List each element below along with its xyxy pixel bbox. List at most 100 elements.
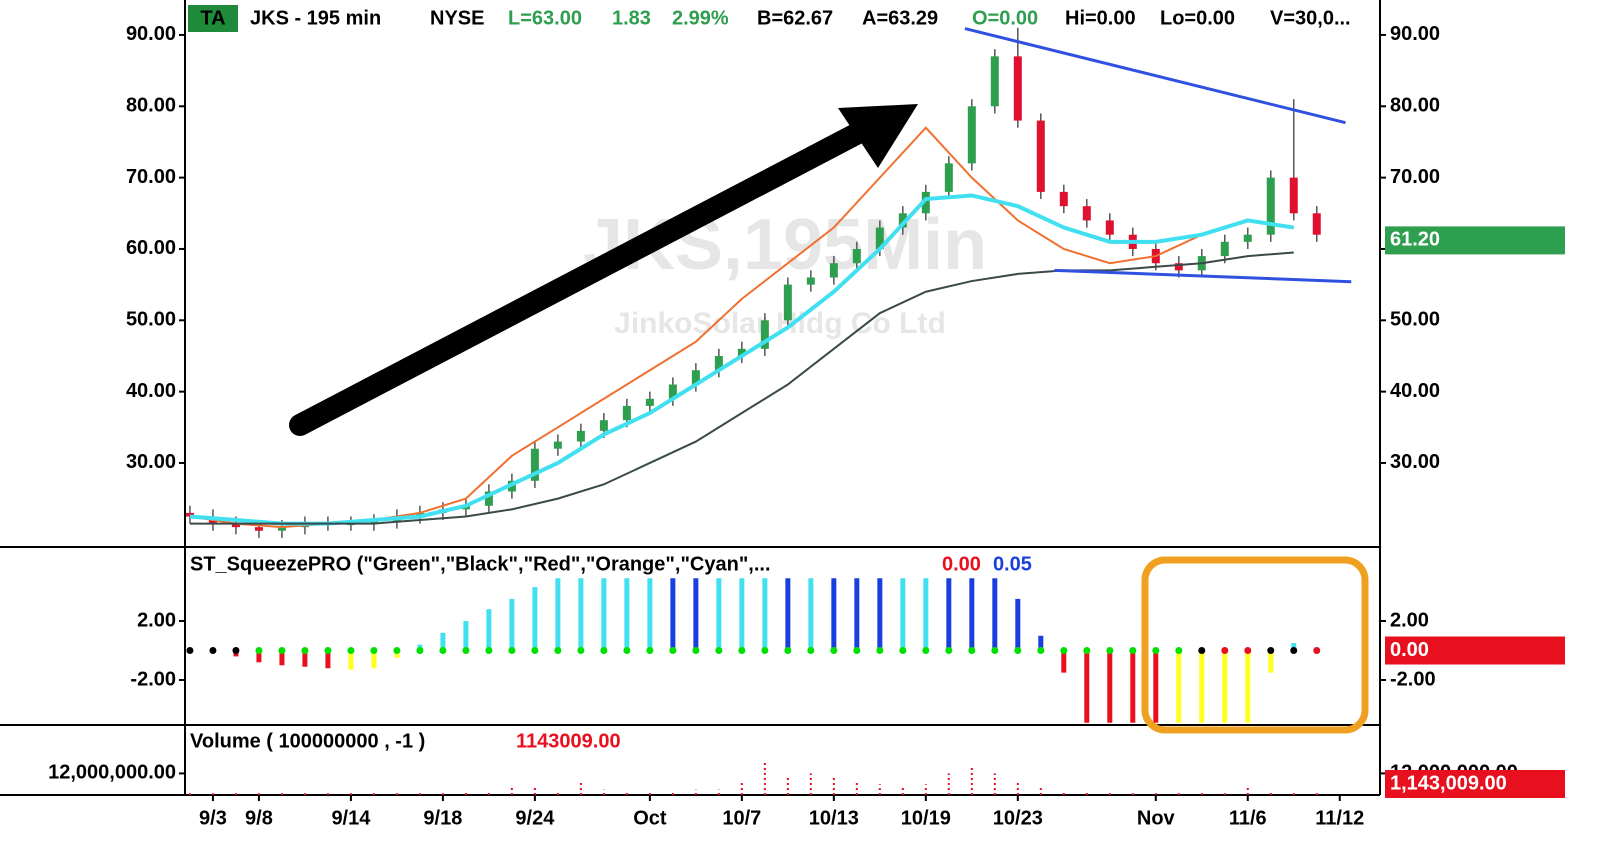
squeeze-dot (577, 647, 585, 655)
moving-average (189, 193, 1295, 526)
squeeze-dot (370, 647, 378, 655)
squeeze-dot (853, 647, 861, 655)
squeeze-dot (761, 647, 769, 655)
squeeze-dot (807, 647, 815, 655)
candle-body (231, 523, 240, 528)
x-tick-label: 10/23 (993, 807, 1043, 829)
candle-body (576, 430, 585, 442)
y-tick-label-right: 80.00 (1390, 95, 1440, 117)
squeeze-dot (1290, 647, 1298, 655)
last-value-label: 61.20 (1390, 229, 1440, 251)
candle-body (783, 284, 792, 321)
last-value-box (1385, 636, 1565, 665)
header-title: JKS - 195 min (250, 7, 381, 29)
panel-readout: 0.05 (993, 553, 1032, 575)
squeeze-dot (922, 647, 930, 655)
squeeze-dot (439, 647, 447, 655)
squeeze-dot (1129, 647, 1137, 655)
header-low: Lo=0.00 (1160, 7, 1235, 29)
squeeze-dot (1060, 647, 1068, 655)
candle-body (990, 56, 999, 107)
last-value-box (1385, 226, 1565, 255)
candle-body (806, 277, 815, 285)
candle-body (1174, 263, 1183, 271)
squeeze-dot (1014, 647, 1022, 655)
squeeze-dot (876, 647, 884, 655)
candle-body (1220, 241, 1229, 257)
candle-body (898, 213, 907, 228)
x-tick-label: 11/12 (1315, 807, 1364, 829)
candle-body (875, 227, 884, 249)
squeeze-dot (347, 647, 355, 655)
squeeze-dot (1037, 647, 1045, 655)
candle-body (852, 248, 861, 264)
squeeze-dot (508, 647, 516, 655)
candle-body (691, 370, 700, 385)
candle-body (1105, 220, 1114, 235)
squeeze-dot (255, 647, 263, 655)
squeeze-dot (1175, 647, 1183, 655)
candle-body (1312, 213, 1321, 235)
x-tick-label: 9/18 (423, 807, 462, 829)
y-tick-label: 40.00 (126, 380, 176, 402)
last-value-box (1385, 770, 1565, 798)
watermark-company: JinkoSolar Hldg Co Ltd (614, 307, 946, 340)
candle-body (1036, 120, 1045, 192)
arrow-head (838, 104, 918, 168)
squeeze-dot (1106, 647, 1114, 655)
x-tick-label: 10/13 (809, 807, 859, 829)
squeeze-dot (1083, 647, 1091, 655)
y-tick-label: 12,000,000.00 (48, 762, 176, 784)
squeeze-dot (899, 647, 907, 655)
y-tick-label: -2.00 (130, 668, 176, 690)
y-tick-label-right: 90.00 (1390, 23, 1440, 45)
candle-body (599, 420, 608, 431)
x-tick-label: 11/6 (1229, 807, 1267, 829)
y-tick-label-right: 40.00 (1390, 380, 1440, 402)
candle-body (484, 491, 493, 506)
squeeze-dot (531, 647, 539, 655)
squeeze-dot (1152, 647, 1160, 655)
squeeze-dot (692, 647, 700, 655)
squeeze-dot (830, 647, 838, 655)
y-tick-label-right: 30.00 (1390, 451, 1440, 473)
candle-body (668, 384, 677, 399)
x-tick-label: 9/3 (199, 807, 227, 829)
y-tick-label: 2.00 (137, 609, 176, 631)
y-tick-label: 30.00 (126, 451, 176, 473)
candle-body (829, 263, 838, 278)
candle-body (1082, 206, 1091, 221)
header-change-pct: 2.99% (672, 7, 729, 29)
candle-body (1059, 191, 1068, 207)
candle-body (1243, 234, 1252, 242)
squeeze-dot (646, 647, 654, 655)
squeeze-dot (393, 647, 401, 655)
candle-body (944, 163, 953, 192)
panel-readout: 1143009.00 (516, 730, 621, 752)
y-tick-label-right: 70.00 (1390, 166, 1440, 188)
x-tick-label: 9/24 (515, 807, 555, 829)
x-tick-label: Nov (1137, 807, 1176, 829)
squeeze-dot (232, 647, 240, 655)
squeeze-dot (462, 647, 470, 655)
x-tick-label: 10/19 (901, 807, 951, 829)
panel-readout: 0.00 (942, 553, 981, 575)
squeeze-dot (669, 647, 677, 655)
squeeze-dot (623, 647, 631, 655)
y-tick-label: 50.00 (126, 309, 176, 331)
candle-body (553, 441, 562, 449)
squeeze-dot (278, 647, 286, 655)
squeeze-dot (485, 647, 493, 655)
header-exchange: NYSE (430, 7, 484, 29)
trend-line (1054, 268, 1352, 284)
header-open: O=0.00 (972, 7, 1038, 29)
moving-average (189, 251, 1294, 525)
trend-line (964, 27, 1346, 125)
y-tick-label: 60.00 (126, 237, 176, 259)
candle-body (967, 106, 976, 164)
candle-body (369, 521, 378, 524)
squeeze-dot (301, 647, 309, 655)
badge-text: TA (200, 7, 225, 29)
candle-body (1266, 177, 1275, 235)
x-tick-label: 9/14 (331, 807, 371, 829)
